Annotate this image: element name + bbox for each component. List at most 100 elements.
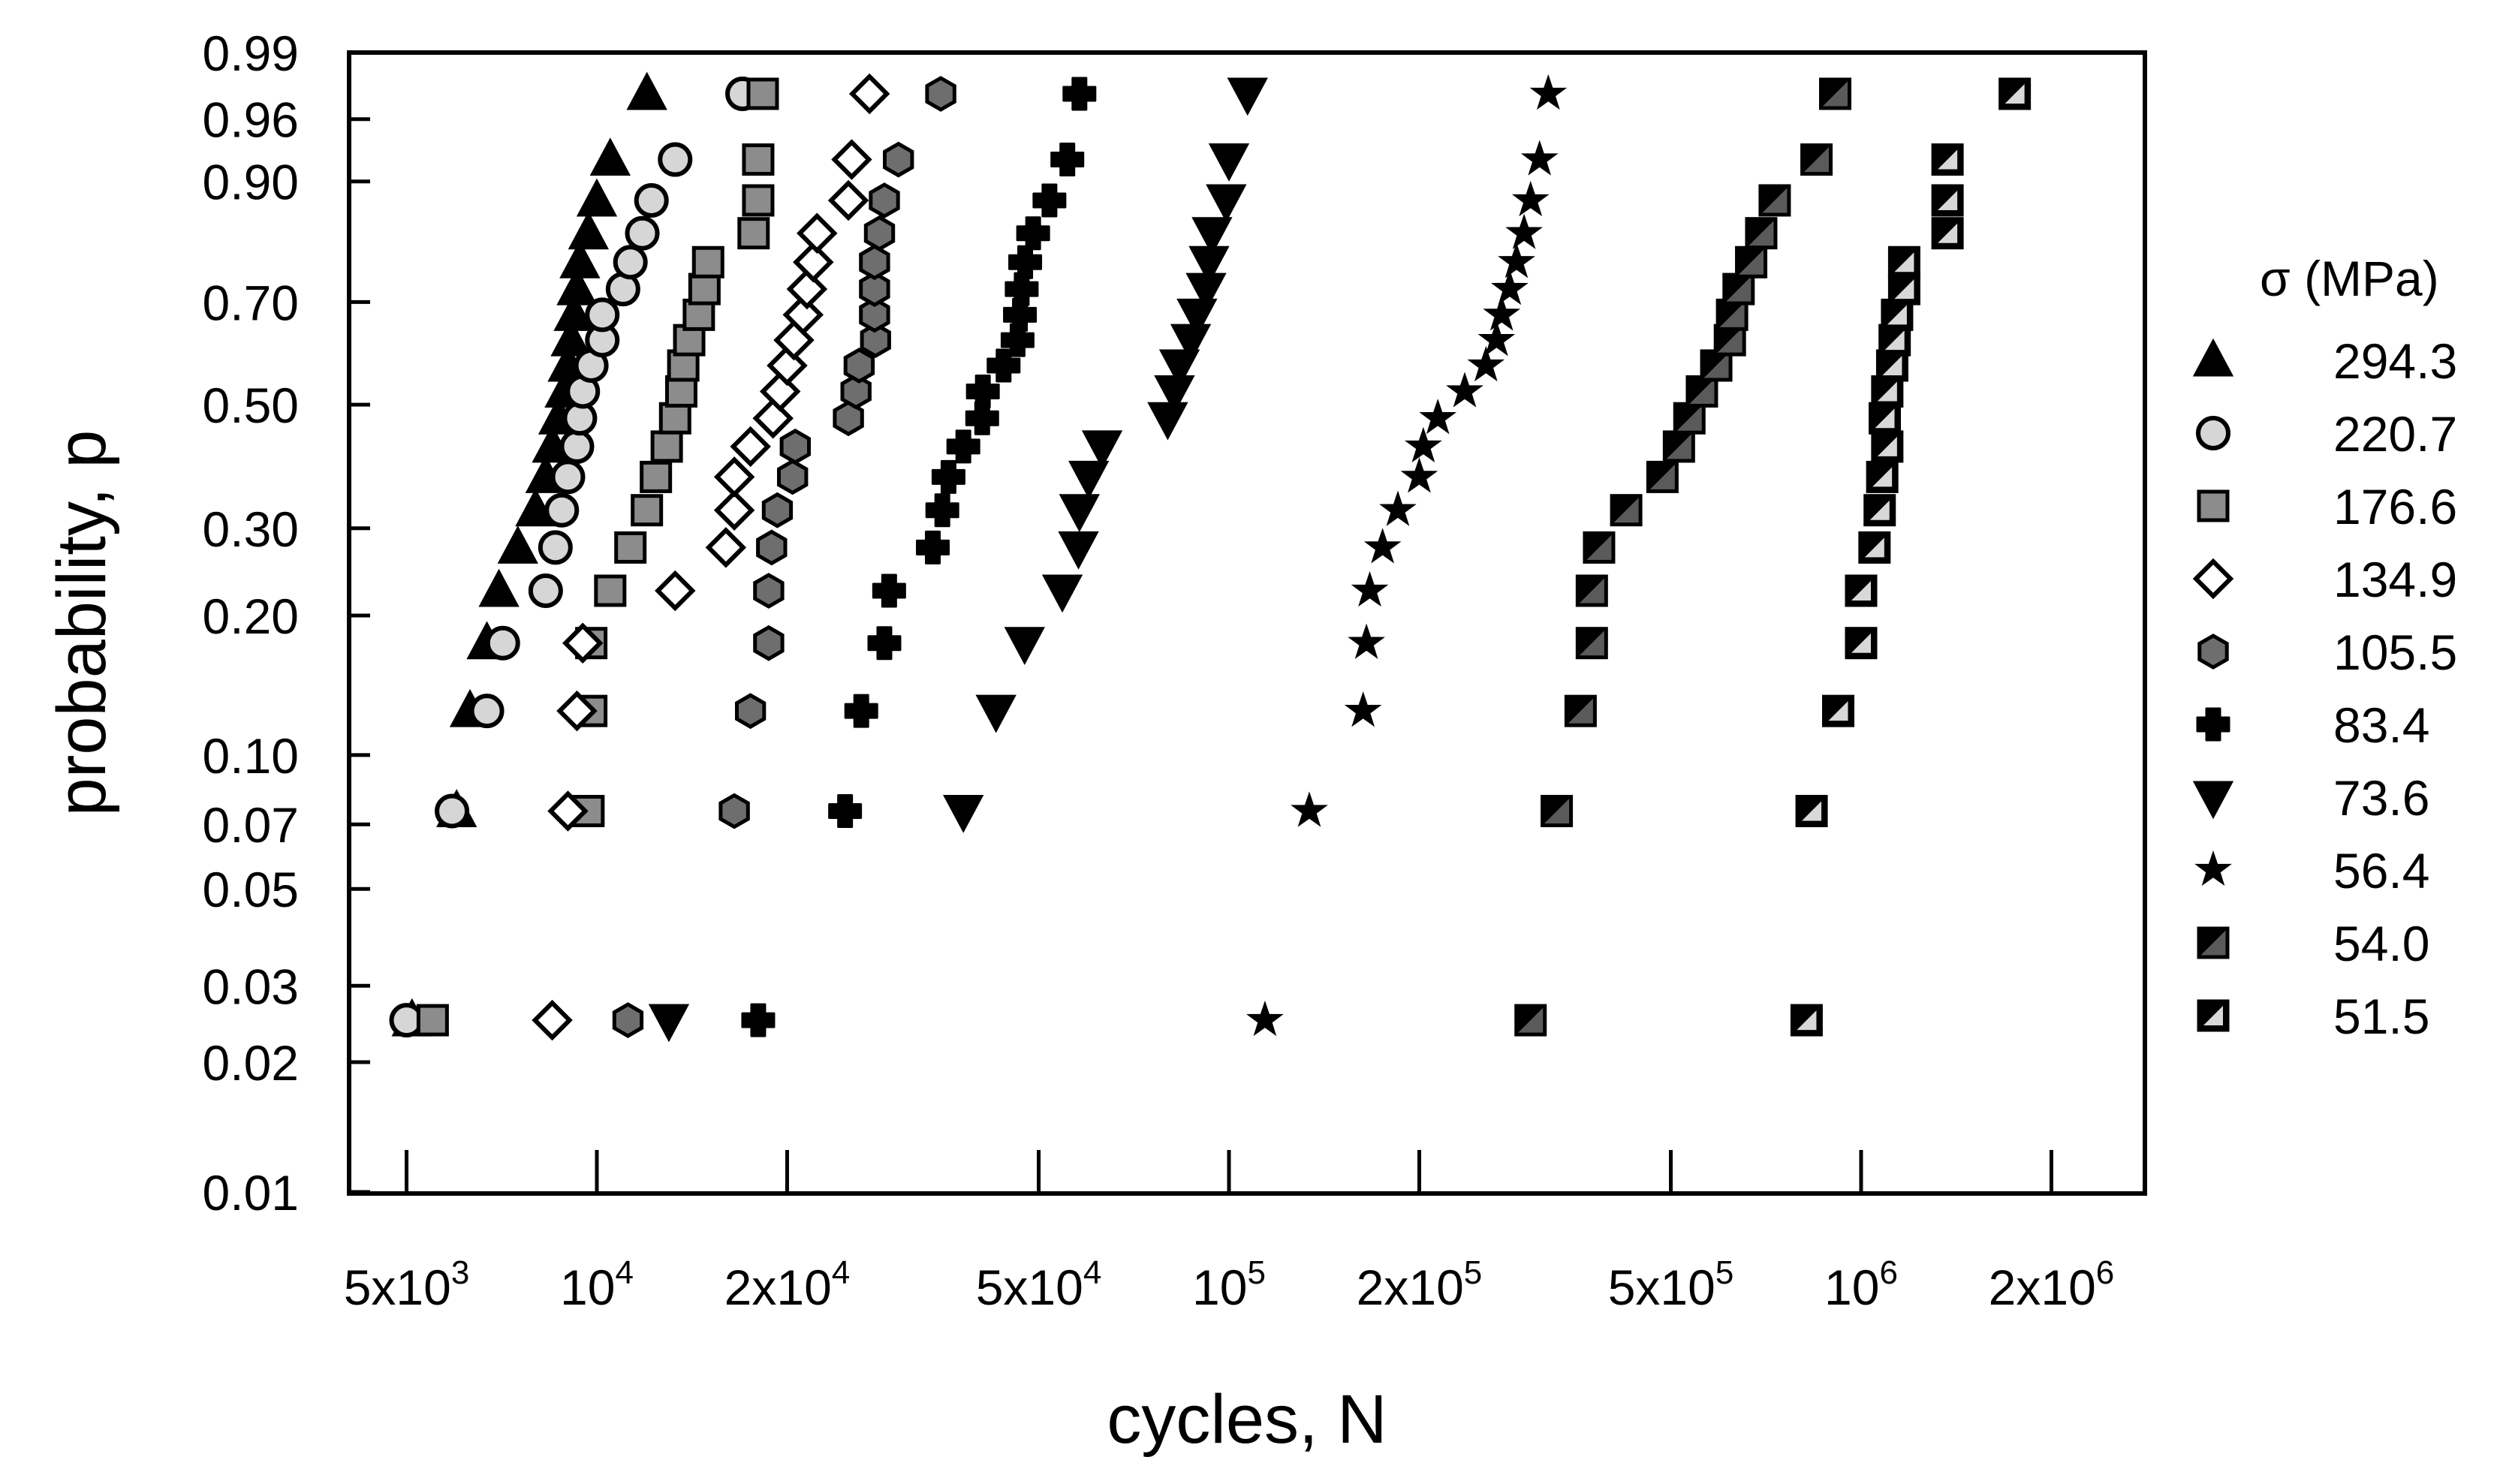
data-point: [1005, 272, 1039, 306]
data-point: [1004, 627, 1045, 666]
data-point: [550, 318, 592, 357]
data-point: [1610, 494, 1643, 527]
data-point: [925, 76, 956, 112]
data-point: [532, 999, 573, 1041]
plot-frame: [347, 50, 2147, 1196]
data-point: [613, 245, 648, 280]
data-point: [782, 294, 824, 336]
data-point: [1931, 143, 1964, 176]
data-point: [737, 217, 770, 250]
data-point: [1583, 531, 1616, 564]
data-point: [634, 182, 669, 218]
legend-label: 54.0: [2333, 916, 2429, 971]
data-point: [872, 573, 906, 608]
data-point: [614, 531, 647, 564]
data-point: [1344, 691, 1382, 727]
data-point: [650, 430, 683, 463]
series-73.6: [648, 77, 1268, 1043]
data-point: [1050, 143, 1085, 177]
data-point: [833, 400, 864, 437]
data-point: [1564, 694, 1597, 727]
data-point: [761, 492, 794, 528]
x-tick-label: 2x104: [724, 1254, 851, 1315]
data-point: [1575, 574, 1608, 607]
y-tick-label: 0.02: [203, 1035, 299, 1091]
data-point: [1869, 402, 1902, 435]
data-point: [828, 793, 863, 828]
series-176.6: [416, 77, 779, 1037]
data-point: [867, 626, 902, 661]
legend-marker: [2197, 999, 2230, 1032]
data-point: [1529, 74, 1568, 110]
data-point: [986, 348, 1021, 383]
data-point: [631, 494, 664, 527]
data-point: [1068, 460, 1110, 499]
data-point: [965, 374, 1000, 408]
x-tick-label: 5x104: [976, 1254, 1102, 1315]
data-point: [1291, 791, 1328, 827]
data-point: [691, 245, 724, 278]
y-tick-label: 0.30: [203, 501, 299, 557]
data-point: [931, 459, 965, 494]
data-point: [1477, 320, 1516, 357]
data-point: [688, 272, 721, 306]
data-point: [640, 460, 673, 493]
data-point: [1446, 372, 1483, 408]
data-point: [848, 73, 890, 115]
data-point: [1379, 490, 1417, 526]
data-point: [562, 622, 604, 664]
data-point: [916, 530, 950, 564]
data-point: [786, 268, 828, 310]
data-point: [1858, 531, 1891, 564]
data-point: [585, 297, 620, 333]
data-point: [485, 625, 520, 661]
data-point: [1348, 623, 1385, 659]
data-point: [1016, 216, 1050, 251]
data-point: [1931, 217, 1964, 250]
data-point: [538, 530, 573, 565]
data-point: [658, 142, 693, 177]
data-point: [1003, 297, 1038, 332]
series-51.5: [1790, 77, 2032, 1037]
data-point: [975, 694, 1017, 733]
legend-marker: [2197, 926, 2230, 959]
data-point: [589, 137, 631, 176]
data-point: [1467, 345, 1505, 382]
data-point: [1400, 457, 1438, 493]
data-point: [943, 794, 984, 833]
data-point: [655, 570, 696, 612]
data-point: [1881, 298, 1914, 331]
series-54.0: [1514, 77, 1852, 1037]
x-axis: 5x103 104 2x104 5x104 105 2x105 5x105 106 2x106: [344, 1150, 2114, 1315]
data-point: [713, 489, 755, 531]
data-point: [753, 625, 785, 661]
legend-marker: [2194, 850, 2232, 886]
data-point: [550, 459, 586, 495]
legend-label: 105.5: [2333, 625, 2457, 680]
y-tick-label: 0.50: [203, 378, 299, 433]
legend-marker: [2197, 489, 2230, 522]
legend-marker: [2196, 416, 2230, 450]
data-point: [1819, 77, 1852, 110]
data-point: [648, 1004, 690, 1043]
legend-label: 176.6: [2333, 479, 2457, 534]
data-point: [559, 239, 601, 278]
data-point: [515, 488, 556, 527]
data-point: [435, 793, 470, 829]
data-point: [1511, 180, 1550, 217]
data-point: [1158, 349, 1200, 388]
data-point: [1419, 399, 1457, 435]
data-point: [735, 693, 767, 730]
data-point: [1887, 272, 1920, 306]
data-point: [1147, 402, 1188, 441]
legend-marker: [2192, 338, 2234, 377]
data-point: [1059, 494, 1100, 532]
data-point: [576, 178, 618, 217]
data-point: [1795, 794, 1828, 827]
data-point: [568, 211, 610, 250]
data-point: [730, 426, 771, 468]
data-point: [594, 574, 627, 607]
data-point: [827, 179, 869, 221]
legend-title: σ (MPa): [2260, 251, 2439, 306]
data-point: [478, 568, 520, 607]
